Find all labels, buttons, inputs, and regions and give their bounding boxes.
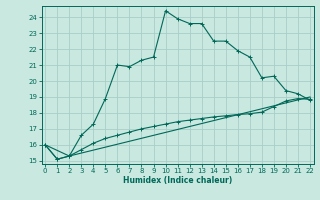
X-axis label: Humidex (Indice chaleur): Humidex (Indice chaleur) [123,176,232,185]
